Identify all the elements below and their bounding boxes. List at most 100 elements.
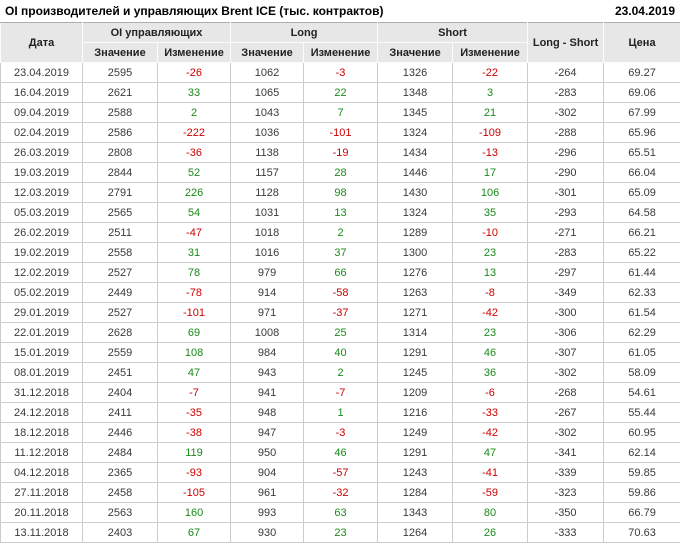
cell-short-value: 1291 xyxy=(377,342,454,363)
cell-oi-change: -26 xyxy=(156,62,232,83)
cell-short-change: -13 xyxy=(452,142,529,163)
table-row: 19.02.2019 2558 31 1016 37 1300 23 -283 65.22 xyxy=(0,242,680,263)
cell-long-short: -323 xyxy=(527,482,605,503)
cell-oi-value: 2403 xyxy=(82,522,158,543)
cell-short-value: 1291 xyxy=(377,442,454,463)
cell-long-change: 46 xyxy=(303,442,379,463)
table-row: 18.12.2018 2446 -38 947 -3 1249 -42 -302 60.95 xyxy=(0,422,680,443)
cell-price: 66.21 xyxy=(603,222,680,243)
col-header-short-group: Short xyxy=(377,22,529,43)
col-header-oi-group: OI управляющих xyxy=(81,22,232,43)
cell-short-change: -22 xyxy=(452,62,529,83)
titlebar: OI производителей и управляющих Brent IC… xyxy=(0,0,680,22)
cell-short-value: 1264 xyxy=(377,522,454,543)
cell-long-change: -7 xyxy=(303,382,379,403)
cell-long-value: 1128 xyxy=(230,182,305,203)
cell-long-short: -349 xyxy=(527,282,605,303)
cell-short-value: 1324 xyxy=(377,202,454,223)
cell-long-value: 993 xyxy=(230,502,305,523)
cell-oi-change: -222 xyxy=(156,122,232,143)
cell-short-change: 80 xyxy=(452,502,529,523)
cell-oi-value: 2484 xyxy=(82,442,158,463)
cell-date: 23.04.2019 xyxy=(0,62,83,83)
cell-short-value: 1348 xyxy=(377,82,454,103)
report-date: 23.04.2019 xyxy=(614,4,675,18)
cell-long-value: 961 xyxy=(230,482,305,503)
cell-short-value: 1345 xyxy=(377,102,454,123)
cell-short-change: -8 xyxy=(452,282,529,303)
cell-short-value: 1243 xyxy=(377,462,454,483)
cell-long-change: 37 xyxy=(303,242,379,263)
table-row: 22.01.2019 2628 69 1008 25 1314 23 -306 62.29 xyxy=(0,322,680,343)
cell-oi-value: 2595 xyxy=(82,62,158,83)
cell-long-short: -302 xyxy=(527,362,605,383)
cell-long-change: -3 xyxy=(303,62,379,83)
page-title: OI производителей и управляющих Brent IC… xyxy=(5,4,384,18)
cell-long-value: 948 xyxy=(230,402,305,423)
cell-price: 66.04 xyxy=(603,162,680,183)
cell-short-change: -42 xyxy=(452,302,529,323)
cell-short-value: 1289 xyxy=(377,222,454,243)
cell-oi-value: 2808 xyxy=(82,142,158,163)
cell-oi-change: 160 xyxy=(156,502,232,523)
cell-date: 31.12.2018 xyxy=(0,382,83,403)
cell-short-change: 23 xyxy=(452,322,529,343)
cell-oi-change: 54 xyxy=(156,202,232,223)
cell-oi-value: 2365 xyxy=(82,462,158,483)
cell-short-value: 1245 xyxy=(377,362,454,383)
table-row: 12.03.2019 2791 226 1128 98 1430 106 -301 65.09 xyxy=(0,182,680,203)
oi-table: Дата OI управляющих Long Short Long - Sh… xyxy=(0,22,680,543)
cell-short-value: 1430 xyxy=(377,182,454,203)
cell-oi-change: 47 xyxy=(156,362,232,383)
cell-long-short: -341 xyxy=(527,442,605,463)
cell-long-short: -339 xyxy=(527,462,605,483)
cell-price: 70.63 xyxy=(603,522,680,543)
cell-oi-change: 67 xyxy=(156,522,232,543)
table-row: 13.11.2018 2403 67 930 23 1264 26 -333 70.63 xyxy=(0,522,680,543)
cell-long-change: 98 xyxy=(303,182,379,203)
cell-oi-change: -35 xyxy=(156,402,232,423)
cell-oi-value: 2449 xyxy=(82,282,158,303)
table-row: 26.02.2019 2511 -47 1018 2 1289 -10 -271 66.21 xyxy=(0,222,680,243)
cell-long-short: -350 xyxy=(527,502,605,523)
cell-oi-value: 2844 xyxy=(82,162,158,183)
cell-long-value: 1018 xyxy=(230,222,305,243)
cell-date: 19.03.2019 xyxy=(0,162,83,183)
cell-long-change: -58 xyxy=(303,282,379,303)
cell-price: 58.09 xyxy=(603,362,680,383)
cell-price: 61.54 xyxy=(603,302,680,323)
cell-long-change: -37 xyxy=(303,302,379,323)
cell-short-value: 1271 xyxy=(377,302,454,323)
cell-long-value: 1062 xyxy=(230,62,305,83)
cell-date: 19.02.2019 xyxy=(0,242,83,263)
col-header-long-group: Long xyxy=(230,22,379,43)
cell-long-short: -302 xyxy=(527,102,605,123)
cell-long-value: 904 xyxy=(230,462,305,483)
cell-long-value: 1008 xyxy=(230,322,305,343)
cell-oi-change: 108 xyxy=(156,342,232,363)
cell-oi-change: 78 xyxy=(156,262,232,283)
cell-long-change: -3 xyxy=(303,422,379,443)
cell-price: 65.09 xyxy=(603,182,680,203)
cell-price: 67.99 xyxy=(603,102,680,123)
cell-short-value: 1276 xyxy=(377,262,454,283)
cell-oi-value: 2558 xyxy=(82,242,158,263)
cell-short-value: 1314 xyxy=(377,322,454,343)
col-header-oi-change: Изменение xyxy=(156,42,232,63)
cell-oi-change: 31 xyxy=(156,242,232,263)
cell-date: 20.11.2018 xyxy=(0,502,83,523)
cell-short-change: -59 xyxy=(452,482,529,503)
cell-long-short: -290 xyxy=(527,162,605,183)
cell-long-value: 984 xyxy=(230,342,305,363)
table-row: 31.12.2018 2404 -7 941 -7 1209 -6 -268 54.61 xyxy=(0,382,680,403)
cell-short-change: -41 xyxy=(452,462,529,483)
table-row: 11.12.2018 2484 119 950 46 1291 47 -341 62.14 xyxy=(0,442,680,463)
cell-oi-value: 2791 xyxy=(82,182,158,203)
cell-long-value: 930 xyxy=(230,522,305,543)
cell-long-change: -19 xyxy=(303,142,379,163)
cell-date: 08.01.2019 xyxy=(0,362,83,383)
cell-long-short: -333 xyxy=(527,522,605,543)
cell-long-change: 2 xyxy=(303,222,379,243)
table-row: 05.02.2019 2449 -78 914 -58 1263 -8 -349 62.33 xyxy=(0,282,680,303)
cell-short-change: 17 xyxy=(452,162,529,183)
